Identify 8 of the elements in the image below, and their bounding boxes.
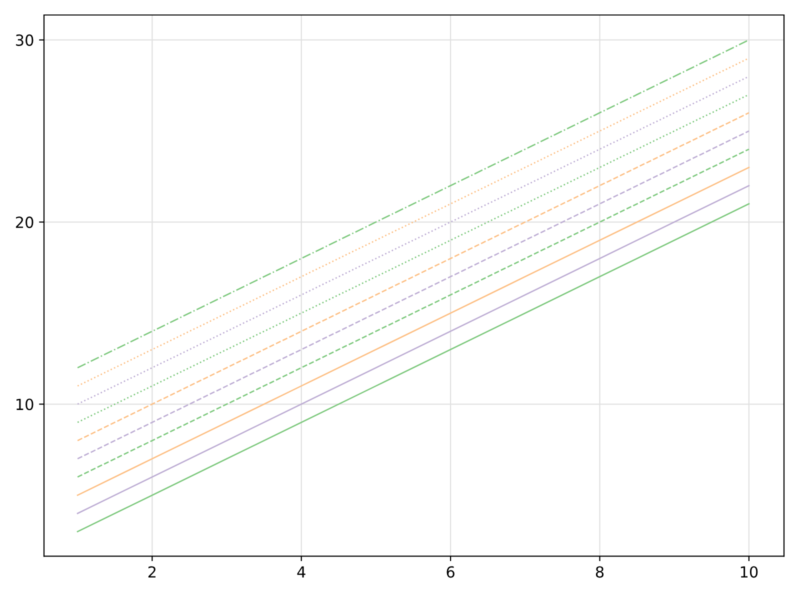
x-tick-label: 2 [148,566,156,578]
x-tick-label: 4 [297,566,306,578]
x-tick-label: 8 [596,566,604,578]
y-tick-label: 30 [16,34,34,46]
x-tick-label: 10 [740,566,758,578]
x-tick-label: 6 [446,566,454,578]
y-tick-label: 20 [16,216,34,228]
y-tick-label: 10 [16,398,34,410]
